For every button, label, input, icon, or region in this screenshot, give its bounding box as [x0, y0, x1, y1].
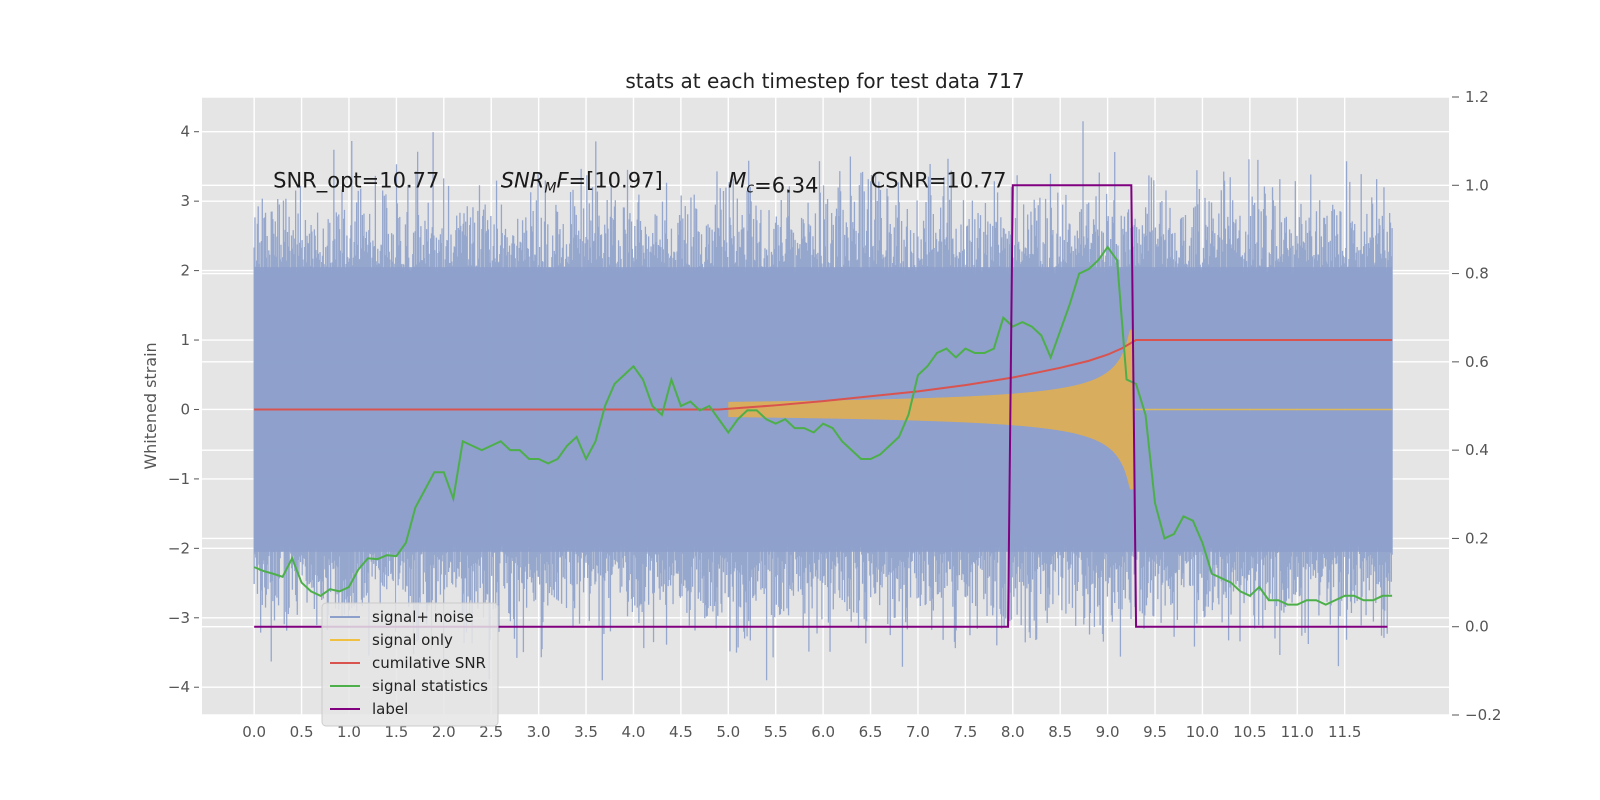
legend-box [321, 602, 499, 727]
x-tick-label: 2.0 [432, 723, 456, 741]
x-tick-label: 5.5 [764, 723, 788, 741]
y-axis-label: Whitened strain [141, 342, 160, 469]
signal-only-series [728, 329, 1393, 490]
series-signal-statistics [253, 245, 1393, 606]
x-tick-label: 9.5 [1143, 723, 1167, 741]
x-tick-label: 1.5 [384, 723, 408, 741]
x-tick-label: 4.5 [669, 723, 693, 741]
y-tick-label: 0 [180, 400, 190, 418]
x-tick-label: 6.0 [811, 723, 835, 741]
y2-tick-label: 0.8 [1465, 265, 1489, 283]
legend-label: signal only [372, 631, 453, 649]
axes: 0.0 0.5 1.0 1.5 2.0 2.5 3.0 3.5 4.0 4.5 5.0 5.5 6.0 6… [168, 88, 1502, 741]
x-tick-label: 7.0 [906, 723, 930, 741]
x-tick-label: 4.0 [622, 723, 646, 741]
chart-title: stats at each timestep for test data 717 [625, 69, 1024, 93]
y-tick-label: 2 [180, 262, 190, 280]
annotation: CSNR=10.77 [871, 168, 1007, 192]
x-tick-label: 11.5 [1328, 723, 1361, 741]
y-tick-label: 3 [180, 192, 190, 210]
y-tick-label: 4 [180, 123, 190, 141]
y2-tick-label: 1.2 [1465, 88, 1489, 106]
legend-label: signal statistics [372, 677, 488, 695]
x-tick-label: 9.0 [1096, 723, 1120, 741]
line-series [253, 184, 1393, 628]
y2-tick-label: −0.2 [1465, 706, 1501, 724]
annotation: SNR_opt=10.77 [273, 168, 439, 193]
y-tick-label: −4 [168, 678, 190, 696]
y-tick-label: −1 [168, 470, 190, 488]
y2-tick-label: 0.2 [1465, 529, 1489, 547]
x-tick-label: 10.0 [1186, 723, 1219, 741]
series-label [254, 184, 1388, 628]
y2-tick-label: 0.4 [1465, 441, 1489, 459]
series-cumilative-snr [254, 339, 1393, 411]
legend-label: signal+ noise [372, 608, 474, 626]
y-tick-label: −3 [168, 609, 190, 627]
x-tick-label: 2.5 [479, 723, 503, 741]
y-tick-label: 1 [180, 331, 190, 349]
annotation: SNRMF=[10.97] [501, 168, 663, 196]
signal-only-envelope [728, 329, 1135, 490]
x-tick-label: 10.5 [1233, 723, 1266, 741]
y2-tick-label: 0.0 [1465, 618, 1489, 636]
annotations: SNR_opt=10.77 SNRMF=[10.97] Mc=6.34 CSNR=10… [273, 168, 1006, 197]
legend-label: cumilative SNR [372, 654, 486, 672]
x-tick-label: 8.5 [1048, 723, 1072, 741]
x-tick-label: 7.5 [953, 723, 977, 741]
y2-tick-label: 1.0 [1465, 176, 1489, 194]
x-tick-label: 5.0 [716, 723, 740, 741]
annotation: Mc=6.34 [728, 168, 818, 197]
x-tick-label: 8.0 [1001, 723, 1025, 741]
x-tick-label: 6.5 [859, 723, 883, 741]
x-tick-label: 0.5 [290, 723, 314, 741]
x-tick-label: 11.0 [1281, 723, 1314, 741]
x-tick-label: 3.5 [574, 723, 598, 741]
y2-tick-label: 0.6 [1465, 353, 1489, 371]
y-tick-label: −2 [168, 539, 190, 557]
x-tick-label: 1.0 [337, 723, 361, 741]
x-tick-label: 0.0 [242, 723, 266, 741]
legend: signal+ noise signal only cumilative SNR si… [321, 602, 499, 727]
x-tick-label: 3.0 [527, 723, 551, 741]
legend-label: label [372, 700, 408, 718]
